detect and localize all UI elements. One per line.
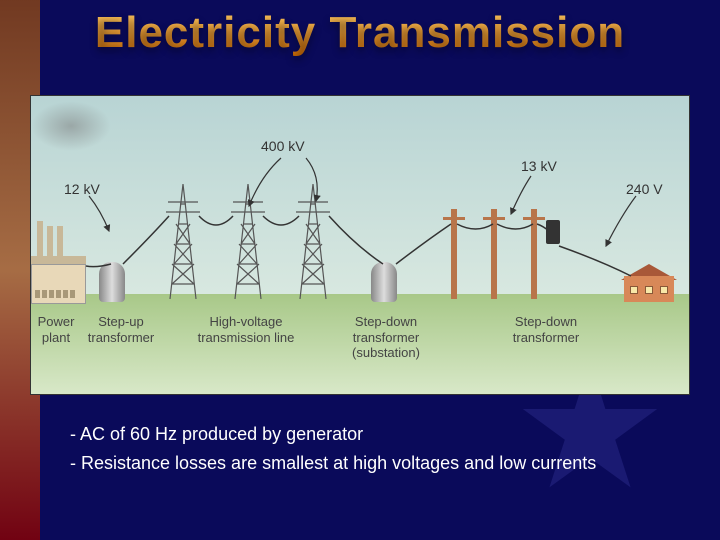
house-body xyxy=(624,276,674,302)
smokestack xyxy=(37,221,43,256)
smokestack xyxy=(47,226,53,256)
diagram-sky xyxy=(31,96,689,296)
house xyxy=(624,264,674,302)
power-plant xyxy=(31,234,91,304)
voltage-label-house: 240 V xyxy=(626,181,663,197)
bullet-2: - Resistance losses are smallest at high… xyxy=(70,449,596,478)
plant-roof xyxy=(31,256,86,264)
caption-plant: Power plant xyxy=(26,314,86,345)
plant-building xyxy=(31,264,86,304)
slide-title: Electricity Transmission xyxy=(0,8,720,58)
utility-pole xyxy=(451,209,457,299)
utility-pole xyxy=(491,209,497,299)
step-up-transformer xyxy=(99,262,125,302)
caption-stepdown2: Step-down transformer xyxy=(501,314,591,345)
bullet-1: - AC of 60 Hz produced by generator xyxy=(70,420,596,449)
voltage-label-hv: 400 kV xyxy=(261,138,305,154)
transmission-diagram: 12 kV 400 kV 13 kV 240 V Power plant Ste… xyxy=(30,95,690,395)
transmission-tower xyxy=(231,184,265,299)
voltage-label-plant: 12 kV xyxy=(64,181,100,197)
caption-hvline: High-voltage transmission line xyxy=(186,314,306,345)
house-window xyxy=(645,286,653,294)
caption-stepup: Step-up transformer xyxy=(81,314,161,345)
step-down-transformer xyxy=(546,220,560,244)
caption-stepdown1: Step-down transformer (substation) xyxy=(336,314,436,361)
smoke-cloud xyxy=(31,101,111,151)
utility-pole xyxy=(531,209,537,299)
bullet-list: - AC of 60 Hz produced by generator - Re… xyxy=(70,420,596,478)
house-window xyxy=(660,286,668,294)
step-down-transformer-substation xyxy=(371,262,397,302)
transmission-tower xyxy=(296,184,330,299)
house-window xyxy=(630,286,638,294)
voltage-label-dist: 13 kV xyxy=(521,158,557,174)
plant-windows xyxy=(35,290,75,298)
smokestack xyxy=(57,226,63,256)
transmission-tower xyxy=(166,184,200,299)
